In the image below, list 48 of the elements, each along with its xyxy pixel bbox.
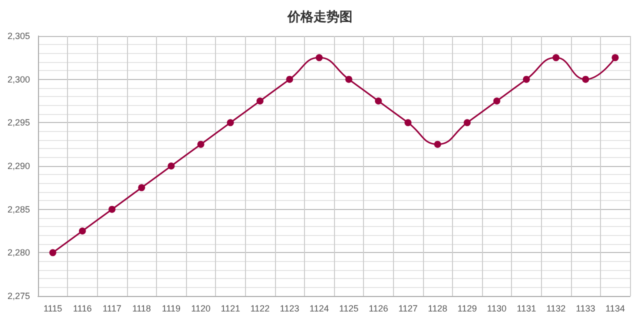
x-tick-label: 1130 [487,304,506,314]
x-tick-label: 1129 [458,304,477,314]
point [286,76,294,83]
y-tick-label: 2,285 [7,204,30,214]
x-tick-label: 1134 [606,304,625,314]
x-tick-label: 1131 [516,304,536,314]
x-tick-label: 1115 [43,304,62,314]
point [434,140,442,148]
y-tick-label: 2,305 [7,31,30,41]
x-tick-label: 1116 [73,304,92,314]
y-tick-label: 2,290 [7,161,30,171]
point [552,54,560,62]
x-tick-label: 1117 [102,304,122,314]
x-tick-label: 1122 [250,304,270,314]
point [316,54,323,62]
x-tick-label: 1121 [220,304,240,314]
chart-title: 价格走势图 [286,9,352,25]
point [582,76,590,83]
point [226,119,234,126]
x-tick-label: 1118 [132,304,151,314]
x-tick-label: 1123 [280,304,300,314]
y-tick-label: 2,275 [7,291,30,301]
point [168,162,175,170]
x-tick-label: 1128 [428,304,448,314]
point [49,249,56,256]
x-tick-label: 1133 [576,304,596,314]
point [374,98,382,104]
x-tick-label: 1132 [546,304,566,314]
point [78,228,86,234]
y-tick-label: 2,280 [7,248,30,258]
x-tick-label: 1119 [162,304,181,314]
point [138,184,146,192]
y-tick-label: 2,300 [7,74,30,84]
point [493,98,500,104]
x-tick-label: 1124 [310,304,329,314]
point [108,206,116,213]
point [612,54,619,62]
point [197,140,204,148]
x-tick-label: 1126 [368,304,388,314]
x-tick-label: 1125 [339,304,358,314]
point [522,76,530,83]
point [404,119,412,126]
point [256,98,264,104]
x-tick-label: 1127 [398,304,418,314]
x-tick-label: 1120 [191,304,210,314]
point [345,76,352,83]
point [464,119,471,126]
y-tick-label: 2,295 [7,118,30,128]
